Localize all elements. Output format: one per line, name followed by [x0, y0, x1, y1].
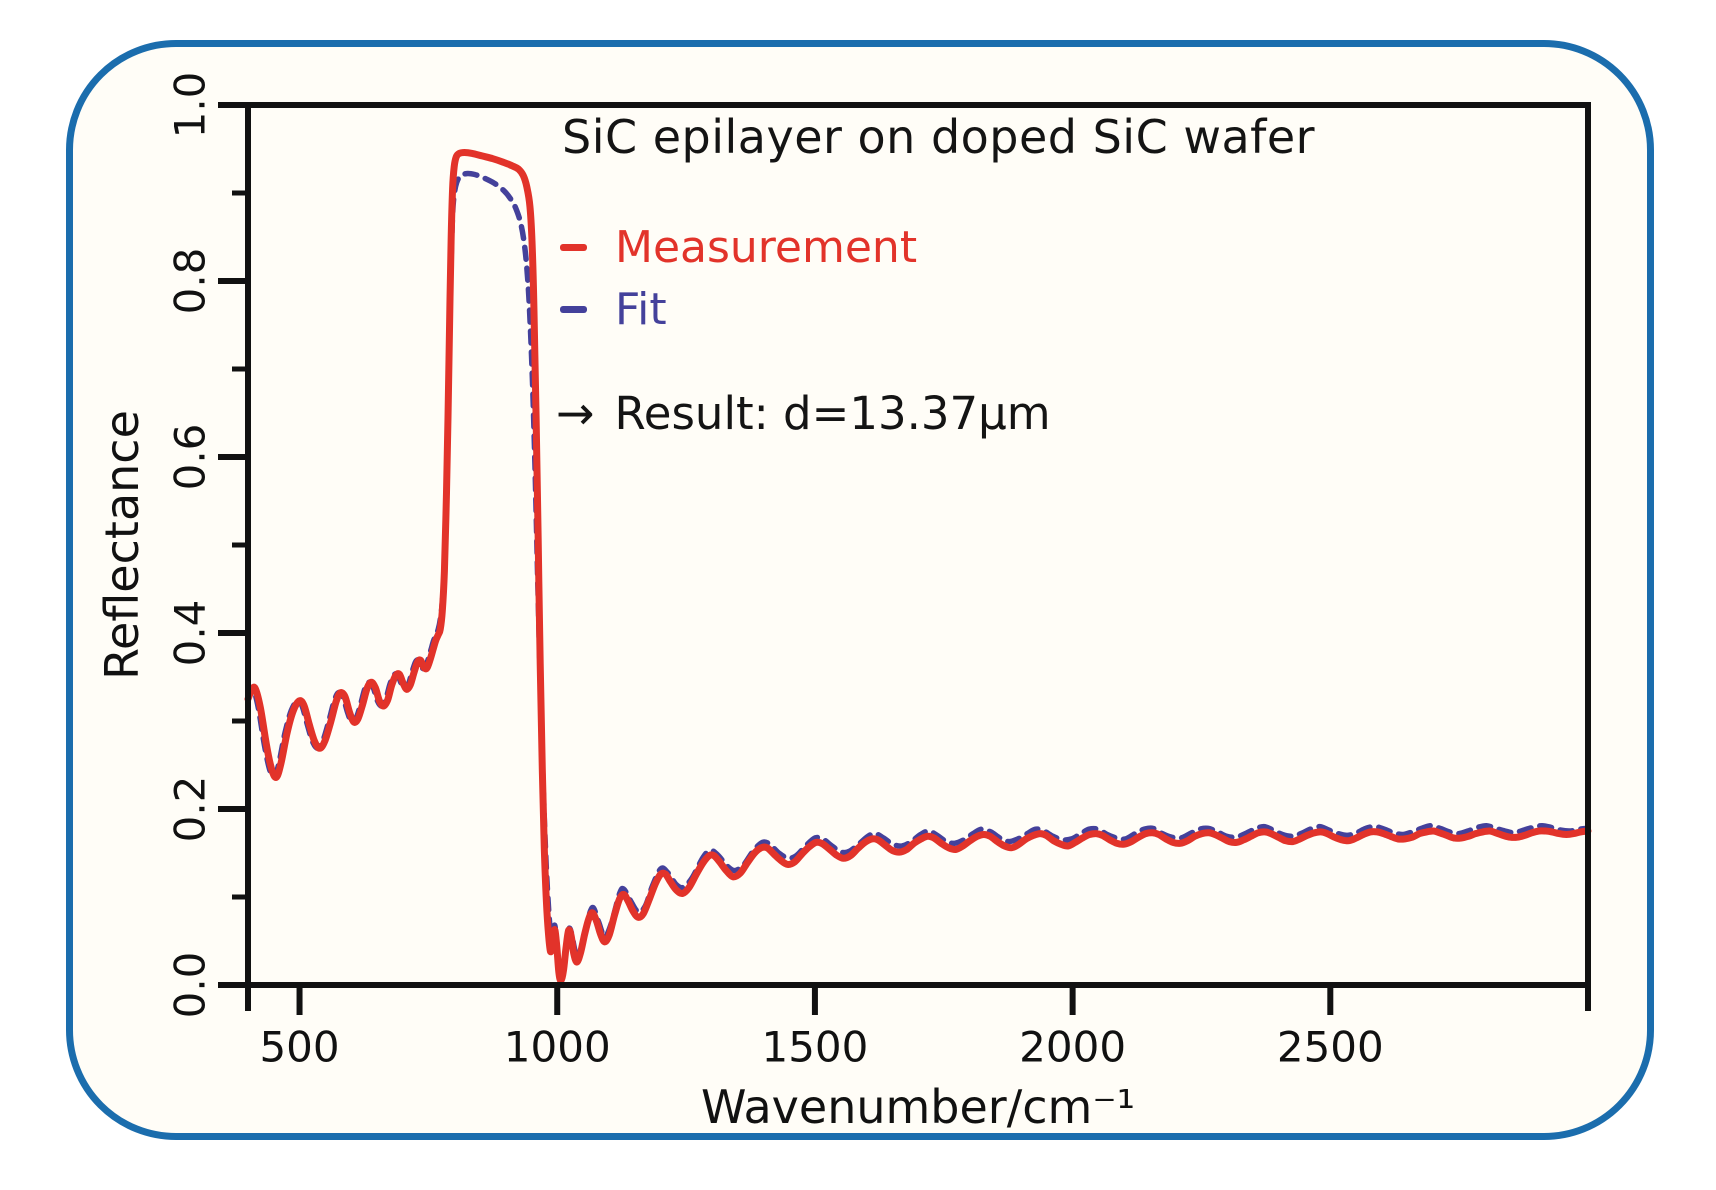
fit-dash-icon: [560, 305, 587, 313]
result-annotation: → Result: d=13.37µm: [556, 386, 1051, 440]
legend-item-measurement: Measurement: [560, 221, 918, 273]
y-tick-label: 0.8: [166, 248, 215, 315]
y-tick-label: 0.2: [166, 776, 215, 843]
x-tick-label: 1000: [504, 1023, 611, 1072]
chart-title: SiC epilayer on doped SiC wafer: [562, 110, 1316, 164]
x-tick-label: 2500: [1277, 1023, 1384, 1072]
y-tick-label: 0.4: [166, 600, 215, 667]
y-tick-label: 1.0: [166, 72, 215, 139]
y-tick-label: 0.6: [166, 424, 215, 491]
x-tick-label: 1500: [761, 1023, 868, 1072]
arrow-right-icon: →: [556, 386, 595, 440]
legend-label-fit: Fit: [615, 283, 667, 335]
legend-item-fit: Fit: [560, 283, 917, 335]
y-axis-label: Reflectance: [95, 410, 149, 680]
measurement-dash-icon: [560, 243, 587, 251]
y-tick-label: 0.0: [166, 952, 215, 1019]
legend: Measurement Fit: [560, 221, 918, 335]
plot-box: [245, 102, 1591, 988]
result-text: Result: d=13.37µm: [614, 386, 1051, 440]
measurement-curve: [244, 149, 1592, 985]
figure-border: [66, 40, 1654, 1140]
legend-label-measurement: Measurement: [615, 221, 918, 273]
x-tick-label: 2000: [1019, 1023, 1126, 1072]
x-axis-label: Wavenumber/cm⁻¹: [701, 1080, 1135, 1134]
x-tick-label: 500: [259, 1023, 339, 1072]
